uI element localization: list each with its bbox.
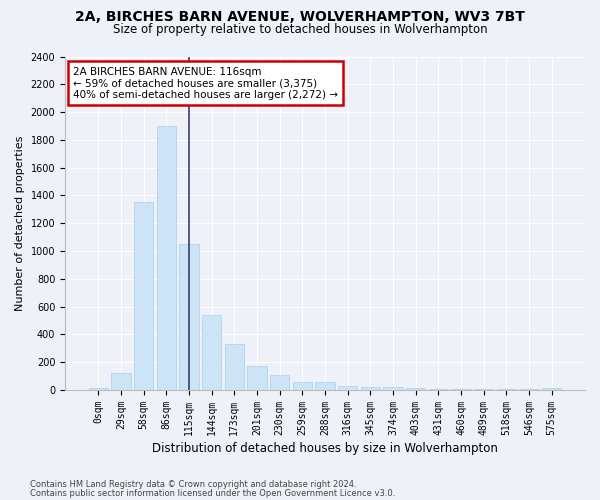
Bar (429, 388, 448, 390)
Bar (338, 386, 358, 390)
Bar (270, 376, 289, 390)
Bar (202, 315, 221, 390)
Bar (406, 388, 425, 390)
Bar (89, 388, 108, 390)
Text: 2A BIRCHES BARN AVENUE: 116sqm
← 59% of detached houses are smaller (3,375)
40% : 2A BIRCHES BARN AVENUE: 116sqm ← 59% of … (73, 66, 338, 100)
Bar (224, 344, 244, 390)
Bar (179, 244, 199, 390)
Bar (112, 372, 131, 390)
Bar (361, 386, 380, 390)
Text: Size of property relative to detached houses in Wolverhampton: Size of property relative to detached ho… (113, 22, 487, 36)
X-axis label: Distribution of detached houses by size in Wolverhampton: Distribution of detached houses by size … (152, 442, 498, 455)
Bar (293, 382, 312, 390)
Text: 2A, BIRCHES BARN AVENUE, WOLVERHAMPTON, WV3 7BT: 2A, BIRCHES BARN AVENUE, WOLVERHAMPTON, … (75, 10, 525, 24)
Y-axis label: Number of detached properties: Number of detached properties (15, 136, 25, 311)
Bar (316, 382, 335, 390)
Text: Contains HM Land Registry data © Crown copyright and database right 2024.: Contains HM Land Registry data © Crown c… (30, 480, 356, 489)
Bar (474, 388, 493, 390)
Text: Contains public sector information licensed under the Open Government Licence v3: Contains public sector information licen… (30, 488, 395, 498)
Bar (247, 366, 266, 390)
Bar (157, 126, 176, 390)
Bar (542, 388, 562, 390)
Bar (383, 388, 403, 390)
Bar (134, 202, 153, 390)
